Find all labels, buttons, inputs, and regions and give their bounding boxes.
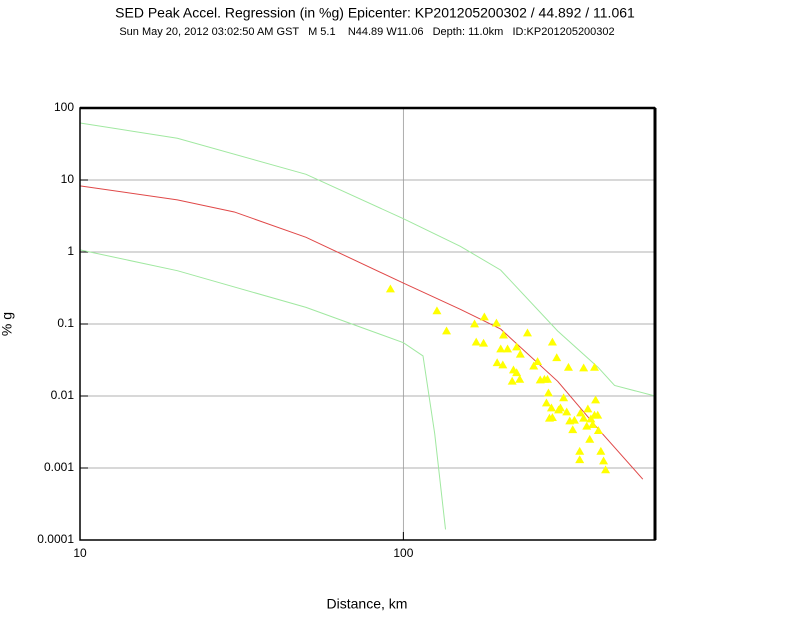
data-point <box>432 306 442 315</box>
data-point <box>575 446 585 455</box>
y-tick-label: 100 <box>54 100 74 114</box>
y-tick-label: 0.001 <box>44 460 74 474</box>
data-point <box>588 420 598 429</box>
data-point <box>498 360 508 369</box>
data-point <box>498 330 508 339</box>
data-point <box>492 358 502 367</box>
data-point <box>576 408 586 417</box>
data-point <box>590 362 600 371</box>
data-point <box>579 413 589 422</box>
data-point <box>547 337 557 346</box>
data-point <box>593 426 603 435</box>
data-point <box>583 404 593 413</box>
data-point <box>470 319 480 328</box>
x-axis-label: Distance, km <box>327 596 408 612</box>
series-line <box>79 249 447 530</box>
data-point <box>547 413 557 422</box>
data-point <box>599 456 609 465</box>
data-point <box>546 403 556 412</box>
marks <box>79 122 656 530</box>
y-axis-label: % g <box>0 312 15 336</box>
data-point <box>555 403 565 412</box>
y-tick-label: 0.0001 <box>37 532 74 546</box>
data-point <box>515 374 525 383</box>
data-point <box>575 455 585 464</box>
data-point <box>442 326 452 335</box>
data-point <box>579 363 589 372</box>
data-point <box>539 374 549 383</box>
data-point <box>559 393 569 402</box>
data-point <box>533 357 543 366</box>
data-point <box>541 398 551 407</box>
y-tick-label: 10 <box>61 172 75 186</box>
data-point <box>479 312 489 321</box>
data-point <box>585 434 595 443</box>
data-point <box>568 425 578 434</box>
data-point <box>496 344 506 353</box>
data-point <box>591 395 601 404</box>
data-point <box>491 318 501 327</box>
data-point <box>596 446 606 455</box>
data-point <box>569 415 579 424</box>
data-point <box>552 353 562 362</box>
data-point <box>479 338 489 347</box>
data-point <box>515 349 525 358</box>
data-point <box>512 342 522 351</box>
y-tick-label: 0.01 <box>51 388 75 402</box>
data-point <box>512 368 522 377</box>
chart-title: SED Peak Accel. Regression (in %g) Epice… <box>115 5 635 21</box>
data-point <box>503 344 513 353</box>
x-tick-label: 10 <box>73 546 87 560</box>
data-point <box>529 361 539 370</box>
chart-subtitle: Sun May 20, 2012 03:02:50 AM GST M 5.1 N… <box>119 26 614 38</box>
data-point <box>543 388 553 397</box>
data-point <box>601 465 611 474</box>
y-tick-label: 0.1 <box>57 316 74 330</box>
data-point <box>562 407 572 416</box>
data-point <box>593 410 603 419</box>
x-tick-label: 100 <box>393 546 413 560</box>
y-tick-label: 1 <box>67 244 74 258</box>
data-point <box>522 328 532 337</box>
series-line <box>79 122 656 397</box>
data-point <box>563 362 573 371</box>
data-point <box>471 337 481 346</box>
data-point <box>385 284 395 293</box>
series-line <box>79 185 644 480</box>
data-point <box>507 376 517 385</box>
